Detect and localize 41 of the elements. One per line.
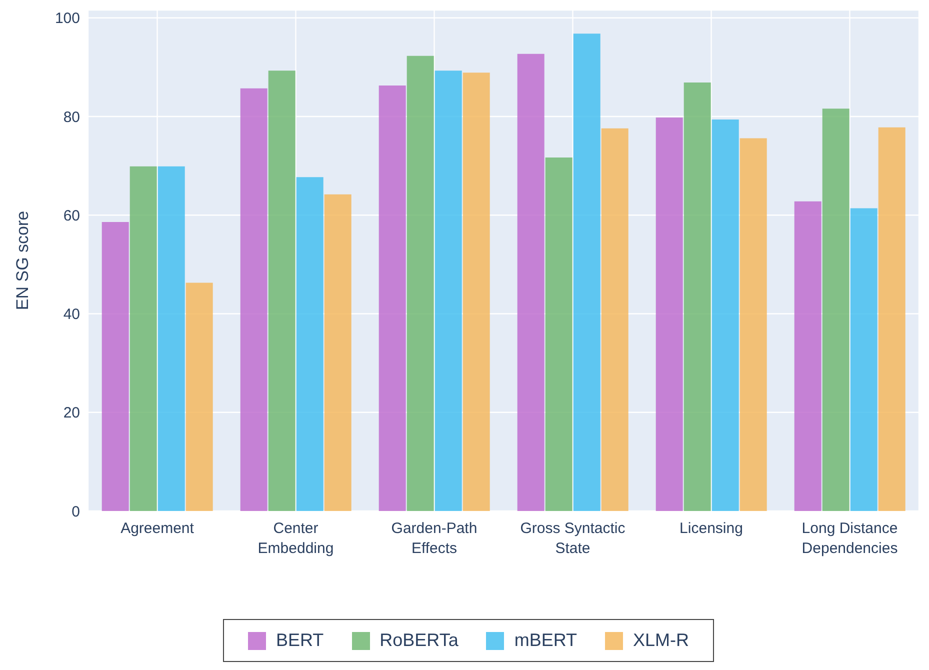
bar	[822, 108, 850, 511]
y-tick-label: 40	[63, 306, 80, 324]
x-tick-label: Long Distance Dependencies	[802, 520, 898, 557]
y-tick-label: 100	[54, 10, 80, 28]
bar	[656, 118, 683, 511]
y-tick-label: 0	[72, 503, 80, 520]
x-tick-label: Licensing	[680, 520, 743, 537]
y-axis-title: EN SG score	[13, 210, 32, 310]
bar	[712, 119, 739, 511]
bar	[268, 70, 296, 511]
bar	[740, 138, 767, 511]
bar	[406, 56, 434, 511]
y-tick-label: 20	[63, 404, 80, 422]
bar	[462, 72, 490, 511]
legend-label: mBERT	[513, 630, 578, 651]
bar	[878, 127, 906, 511]
legend-label: XLM-R	[632, 630, 690, 651]
bar	[240, 88, 268, 511]
bar	[573, 34, 600, 511]
bar	[102, 222, 129, 511]
bar	[517, 54, 544, 511]
y-tick-label: 80	[63, 108, 80, 126]
legend-label: BERT	[274, 630, 324, 651]
bar	[378, 85, 406, 511]
bar	[158, 166, 185, 511]
bar	[130, 166, 157, 511]
y-tick-label: 60	[63, 207, 80, 224]
bar	[324, 194, 352, 511]
x-tick-label: Gross Syntactic State	[520, 520, 626, 557]
bar	[794, 201, 822, 511]
bar	[434, 70, 462, 511]
bar	[850, 208, 878, 511]
x-tick-label: Agreement	[120, 520, 195, 537]
x-tick-label: Garden-Path Effects	[391, 520, 478, 557]
legend-label: RoBERTa	[378, 630, 458, 651]
bar	[545, 157, 572, 511]
bar	[684, 82, 711, 511]
bar	[296, 177, 324, 511]
bar	[186, 282, 213, 511]
x-tick-label: Center Embedding	[258, 520, 334, 557]
bar	[601, 128, 628, 511]
